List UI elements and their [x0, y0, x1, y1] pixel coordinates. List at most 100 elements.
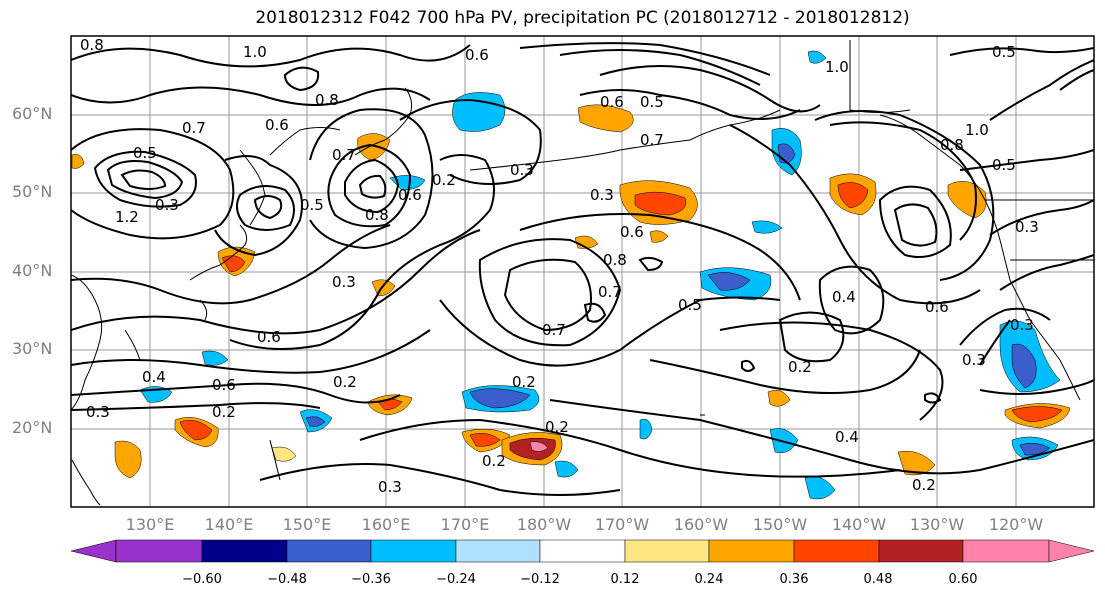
colorbar-tick-label: 0.12	[610, 572, 640, 587]
colorbar-swatch	[539, 539, 626, 563]
colorbar-tick-label: 0.24	[694, 572, 724, 587]
colorbar-swatch	[115, 539, 203, 563]
positive-blob	[767, 390, 791, 407]
contour-label: 0.3	[1010, 316, 1034, 334]
contour-label: 0.5	[300, 196, 324, 214]
contour-label: 0.2	[512, 373, 536, 391]
contour-label: 0.6	[265, 116, 289, 134]
contour-label: 0.3	[510, 161, 534, 179]
colorbar-tick-label: −0.48	[267, 572, 307, 587]
positive-blob	[947, 181, 987, 219]
contour-label: 0.6	[600, 93, 624, 111]
contour-label: 0.8	[365, 206, 389, 224]
negative-core	[707, 272, 751, 291]
contour-label: 0.5	[678, 296, 702, 314]
contour-label: 0.2	[788, 358, 812, 376]
map-frame	[70, 35, 1095, 508]
contour-label: 0.8	[940, 136, 964, 154]
negative-blob	[639, 418, 653, 440]
coastlines	[71, 40, 1094, 506]
positive-blob	[371, 279, 396, 297]
contour-label: 0.7	[332, 146, 356, 164]
positive-core	[1011, 406, 1063, 423]
contour-label: 0.6	[465, 46, 489, 64]
contour-label: 0.7	[542, 321, 566, 339]
positive-blob	[649, 230, 669, 243]
map-title: 2018012312 F042 700 hPa PV, precipitatio…	[255, 8, 910, 28]
negative-blob	[452, 92, 506, 132]
positive-blob	[71, 154, 85, 169]
negative-core	[1011, 343, 1037, 389]
negative-blob	[769, 428, 799, 453]
colorbar	[70, 539, 1095, 563]
lon-label: 140°W	[831, 515, 887, 534]
negative-blob	[201, 350, 229, 366]
contour-label: 0.2	[432, 171, 456, 189]
contour-label: 0.3	[86, 403, 110, 421]
colorbar-tick-label: −0.60	[182, 572, 222, 587]
lon-label: 130°E	[125, 515, 175, 534]
positive-blob	[577, 104, 634, 133]
contour-label: 0.8	[603, 251, 627, 269]
colorbar-tick-label: 0.60	[948, 572, 978, 587]
contour-label: 0.2	[482, 452, 506, 470]
positive-blob	[897, 451, 936, 476]
lon-label: 150°W	[752, 515, 808, 534]
contour-label: 0.5	[992, 156, 1016, 174]
colorbar-tick-label: −0.24	[436, 572, 476, 587]
colorbar-swatch	[878, 539, 964, 563]
negative-core	[469, 388, 531, 409]
contour-label: 0.5	[640, 93, 664, 111]
contour-label: 0.8	[80, 36, 104, 54]
contour-label: 0.8	[315, 91, 339, 109]
contour-label: 0.5	[133, 144, 157, 162]
contour-label: 0.3	[1015, 218, 1039, 236]
positive-core	[634, 191, 687, 216]
contour-label: 0.6	[257, 328, 281, 346]
negative-blob	[554, 460, 579, 478]
contour-label: 0.7	[598, 283, 622, 301]
colorbar-swatch	[201, 539, 288, 563]
contour-label: 0.6	[925, 298, 949, 316]
contour-label: 0.4	[142, 368, 166, 386]
contour-label: 0.6	[398, 186, 422, 204]
colorbar-min-extend	[70, 539, 117, 563]
pv-contours	[71, 42, 1094, 496]
contour-label: 0.2	[545, 418, 569, 436]
lon-label: 160°W	[673, 515, 729, 534]
positive-core	[469, 433, 501, 447]
positive-blob	[114, 440, 142, 479]
positive-blob	[357, 133, 391, 161]
contour-label: 0.3	[590, 186, 614, 204]
colorbar-swatch	[708, 539, 795, 563]
lat-label: 50°N	[12, 182, 53, 201]
contour-label: 0.2	[212, 403, 236, 421]
negative-core	[1019, 442, 1051, 456]
lon-label: 170°E	[440, 515, 490, 534]
colorbar-tick-label: −0.12	[520, 572, 560, 587]
lat-label: 30°N	[12, 339, 53, 358]
lon-label: 130°W	[909, 515, 965, 534]
contour-label: 0.3	[378, 478, 402, 496]
colorbar-swatch	[370, 539, 457, 563]
contour-label: 0.3	[155, 196, 179, 214]
contour-label: 1.0	[825, 58, 849, 76]
lon-label: 120°W	[988, 515, 1044, 534]
negative-core	[305, 416, 326, 427]
lat-label: 20°N	[12, 418, 53, 437]
colorbar-tick-label: 0.48	[863, 572, 893, 587]
contour-label: 0.4	[835, 428, 859, 446]
colorbar-swatch	[962, 539, 1050, 563]
negative-blob	[751, 220, 783, 234]
colorbar-tick-label: 0.36	[779, 572, 809, 587]
contour-label: 0.5	[992, 43, 1016, 61]
contour-label: 0.7	[182, 119, 206, 137]
lon-label: 170°W	[594, 515, 650, 534]
lon-label: 160°E	[361, 515, 411, 534]
contour-label: 0.3	[962, 351, 986, 369]
contour-label: 0.4	[832, 288, 856, 306]
contour-labels: 0.8 1.0 0.6 0.5 0.6 0.7 0.8 0.6 0.7 0.5 …	[80, 36, 1039, 496]
positive-peak	[529, 441, 549, 452]
positive-blob	[271, 446, 297, 462]
